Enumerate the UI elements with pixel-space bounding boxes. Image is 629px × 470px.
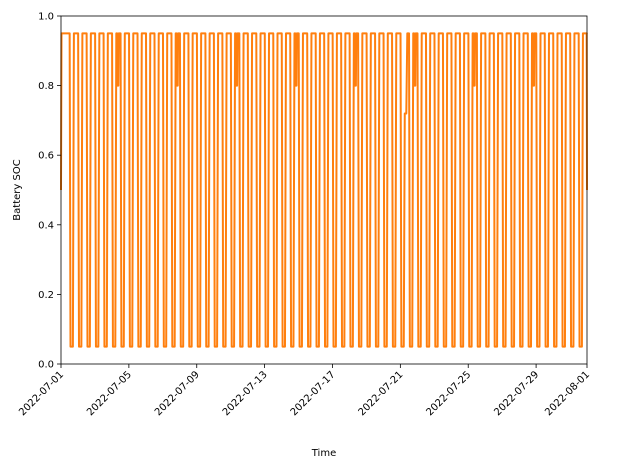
y-tick-label: 0.8 xyxy=(38,81,54,92)
y-tick-label: 0.2 xyxy=(38,290,54,301)
y-axis: 0.0 0.2 0.4 0.6 0.8 1.0 xyxy=(38,12,61,371)
x-tick-label: 2022-07-09 xyxy=(153,369,202,418)
series-battery-soc-line xyxy=(60,32,588,348)
y-tick-label: 0.6 xyxy=(38,151,54,162)
y-axis-label: Battery SOC xyxy=(12,159,23,220)
x-tick-label: 2022-07-17 xyxy=(289,369,338,418)
x-tick-label: 2022-07-29 xyxy=(492,369,541,418)
x-tick-label: 2022-07-05 xyxy=(85,369,134,418)
y-tick-label: 0.4 xyxy=(38,220,54,231)
x-tick-label: 2022-07-01 xyxy=(17,369,66,418)
x-tick-label: 2022-07-21 xyxy=(357,369,406,418)
plot-area xyxy=(60,32,588,348)
y-tick-label: 1.0 xyxy=(38,12,54,23)
y-tick-label: 0.0 xyxy=(38,360,54,371)
x-tick-label: 2022-07-25 xyxy=(424,369,473,418)
plot-frame xyxy=(60,15,588,365)
x-tick-label: 2022-08-01 xyxy=(543,369,592,418)
x-axis: 2022-07-01 2022-07-05 2022-07-09 2022-07-13… xyxy=(17,364,592,418)
x-tick-label: 2022-07-13 xyxy=(221,369,270,418)
x-axis-label: Time xyxy=(311,448,336,459)
